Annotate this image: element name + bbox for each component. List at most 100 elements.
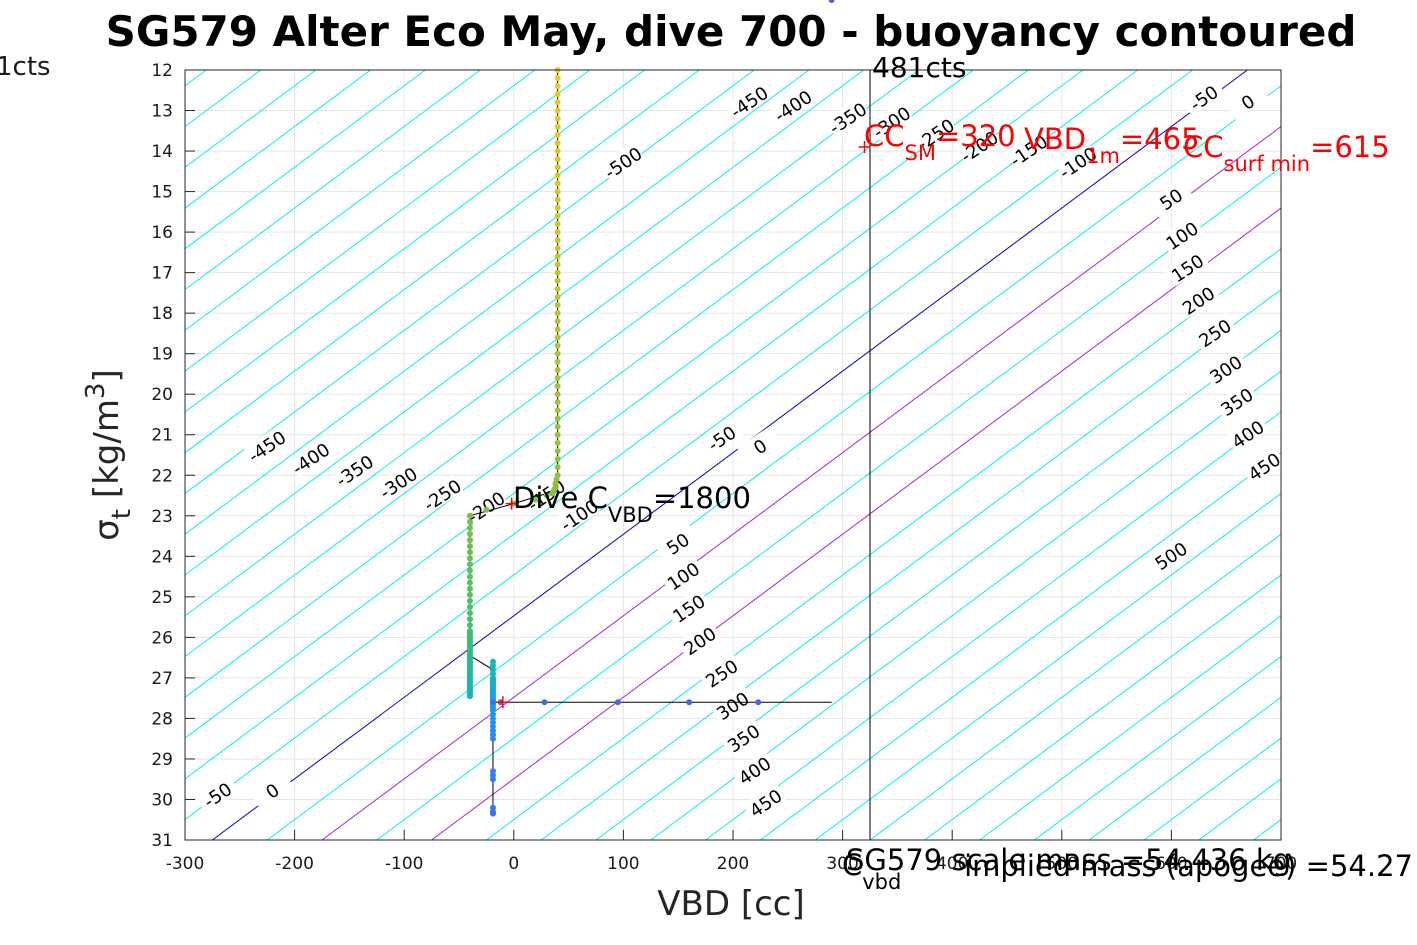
data-point: [466, 524, 473, 531]
contour-label-bg: [331, 450, 376, 490]
data-point: [554, 188, 561, 195]
contour-line: [1253, 819, 1282, 841]
data-point: [554, 269, 561, 276]
data-point: [466, 610, 473, 617]
data-point: [554, 415, 561, 422]
svg-text:VBD1m=465: VBD1m=465: [1024, 122, 1200, 168]
contour-line: [184, 69, 700, 454]
y-tick-label: 13: [151, 102, 173, 122]
data-point: [554, 75, 561, 82]
contour-label-bg: [737, 425, 782, 465]
y-tick-label: 17: [151, 264, 173, 284]
contour-line: [184, 69, 755, 494]
contour-line: [1143, 737, 1282, 841]
contour-label-bg: [1191, 312, 1237, 352]
data-point: [489, 699, 496, 706]
left-counts-label: 1cts: [0, 52, 51, 82]
contour-line: [184, 69, 536, 331]
contour-label-bg: [1213, 381, 1259, 421]
y-tick-label: 12: [151, 61, 173, 81]
data-point: [554, 285, 561, 292]
data-point: [554, 91, 561, 98]
x-axis-label: VBD [cc]: [657, 884, 805, 924]
data-point: [686, 699, 693, 706]
contour-line: [184, 69, 865, 576]
contour-line: [1198, 778, 1282, 841]
contour-line: [184, 69, 317, 168]
y-axis-ticks: 12 13 14 15 16 17 18 19 20 21 22 23 24 25 26 27 28 29 30 31: [151, 61, 195, 851]
contour-line: [184, 69, 481, 290]
contour-label-bg: [709, 685, 755, 725]
y-tick-label: 16: [151, 223, 173, 243]
ylabel-units: [kg/m: [87, 399, 127, 509]
data-point: [466, 597, 473, 604]
data-point: [466, 573, 473, 580]
data-point: [554, 204, 561, 211]
data-point: [549, 490, 556, 497]
data-point: [466, 549, 473, 556]
contour-line: [705, 411, 1282, 841]
x-tick-label: 100: [607, 854, 639, 874]
data-point: [554, 456, 561, 463]
data-point: [554, 399, 561, 406]
contour-line: [924, 574, 1282, 841]
annotation-dive-c-vbd: Dive CVBD=1800: [513, 481, 751, 527]
y-tick-label: 21: [151, 426, 173, 446]
data-point: [532, 496, 539, 503]
data-point: [554, 107, 561, 114]
data-point: [466, 561, 473, 568]
x-tick-label: 400: [936, 854, 968, 874]
svg-text:CCsurf min=615: CCsurf min=615: [1183, 130, 1390, 176]
data-point: [554, 253, 561, 260]
x-tick-label: -100: [385, 854, 424, 874]
contour-label-bg: [287, 437, 333, 477]
annotation-cc-sm: CCSM=320: [864, 119, 1016, 165]
contour-label-bg: [824, 97, 870, 137]
data-point: [466, 543, 473, 550]
ylabel-sigma: σ: [87, 519, 127, 541]
contour-line: [184, 69, 645, 413]
scale-mass-annotation: SG579 scale mass =54.436 kg: [846, 843, 1291, 877]
data-point: [554, 172, 561, 179]
data-point: [466, 555, 473, 562]
ylabel-sup: 3: [81, 383, 111, 400]
vbd-1m-main: VBD: [1024, 122, 1086, 156]
data-point: [466, 531, 473, 538]
y-tick-label: 31: [151, 831, 173, 851]
contour-label-bg: [463, 486, 508, 526]
contour-label-bg: [1005, 129, 1050, 169]
data-point: [554, 139, 561, 146]
contour-label-bg: [1175, 279, 1220, 319]
data-point: [554, 350, 561, 357]
implied-mass-annotation: implied mass (apogee) =54.27: [964, 849, 1413, 883]
contour-line: [266, 85, 1282, 841]
data-point: [466, 537, 473, 544]
y-tick-label: 20: [151, 385, 173, 405]
annotation-cc-surf-min: CCsurf min=615: [1183, 130, 1390, 176]
contour-line: [979, 615, 1282, 841]
data-point: [466, 616, 473, 623]
y-tick-label: 30: [151, 790, 173, 810]
data-point: [554, 326, 561, 333]
contour-label-bg: [1224, 81, 1270, 121]
contour-label-bg: [660, 555, 705, 595]
data-point: [554, 391, 561, 398]
data-point: [554, 99, 561, 106]
markers: [496, 141, 871, 709]
data-point: [554, 196, 561, 203]
data-point: [554, 83, 561, 90]
data-point: [614, 699, 621, 706]
contour-line: [184, 69, 1193, 821]
dive-c-vbd-main: Dive C: [513, 481, 608, 515]
data-point: [466, 585, 473, 592]
cc-sm-value: =320: [936, 119, 1016, 153]
data-point: [554, 366, 561, 373]
data-point: [554, 375, 561, 381]
data-point: [554, 131, 561, 138]
data-point: [554, 148, 561, 155]
y-tick-label: 14: [151, 142, 173, 162]
data-point: [466, 512, 473, 519]
contour-label-bg: [676, 620, 722, 660]
contour-label-bg: [1180, 77, 1226, 117]
